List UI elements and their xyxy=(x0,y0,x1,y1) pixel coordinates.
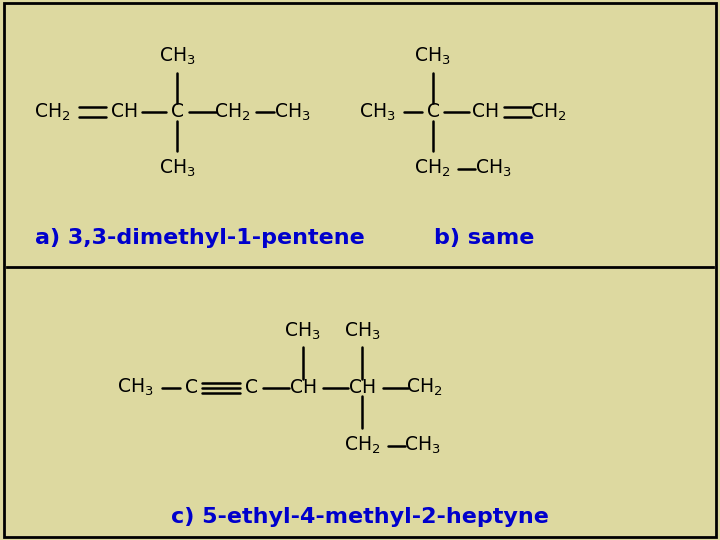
Text: $\mathregular{CH_2}$: $\mathregular{CH_2}$ xyxy=(531,102,567,123)
Text: $\mathregular{CH_3}$: $\mathregular{CH_3}$ xyxy=(414,46,451,67)
Text: $\mathregular{CH_2}$: $\mathregular{CH_2}$ xyxy=(214,102,251,123)
Text: $\mathregular{CH}$: $\mathregular{CH}$ xyxy=(289,378,316,397)
Text: $\mathregular{CH_3}$: $\mathregular{CH_3}$ xyxy=(284,320,321,342)
Text: $\mathregular{CH_3}$: $\mathregular{CH_3}$ xyxy=(359,102,395,123)
Text: $\mathregular{C}$: $\mathregular{C}$ xyxy=(426,103,440,122)
Text: $\mathregular{C}$: $\mathregular{C}$ xyxy=(170,103,184,122)
Text: b) same: b) same xyxy=(434,228,535,248)
Text: c) 5-ethyl-4-methyl-2-heptyne: c) 5-ethyl-4-methyl-2-heptyne xyxy=(171,507,549,526)
Text: $\mathregular{CH}$: $\mathregular{CH}$ xyxy=(110,103,138,122)
Text: $\mathregular{CH_3}$: $\mathregular{CH_3}$ xyxy=(343,320,380,342)
Text: $\mathregular{CH_3}$: $\mathregular{CH_3}$ xyxy=(475,158,512,179)
Text: $\mathregular{C}$: $\mathregular{C}$ xyxy=(245,378,258,397)
Text: $\mathregular{CH_2}$: $\mathregular{CH_2}$ xyxy=(344,435,380,456)
Text: a) 3,3-dimethyl-1-pentene: a) 3,3-dimethyl-1-pentene xyxy=(35,228,365,248)
Text: $\mathregular{C}$: $\mathregular{C}$ xyxy=(184,378,198,397)
Text: $\mathregular{CH_2}$: $\mathregular{CH_2}$ xyxy=(34,102,71,123)
Text: $\mathregular{CH}$: $\mathregular{CH}$ xyxy=(348,378,376,397)
Text: $\mathregular{CH_3}$: $\mathregular{CH_3}$ xyxy=(274,102,310,123)
Text: $\mathregular{CH_3}$: $\mathregular{CH_3}$ xyxy=(404,435,441,456)
Text: $\mathregular{CH_2}$: $\mathregular{CH_2}$ xyxy=(414,158,451,179)
Text: $\mathregular{CH}$: $\mathregular{CH}$ xyxy=(471,103,498,122)
Text: $\mathregular{CH_3}$: $\mathregular{CH_3}$ xyxy=(158,46,195,67)
Text: $\mathregular{CH_3}$: $\mathregular{CH_3}$ xyxy=(158,158,195,179)
Text: $\mathregular{CH_2}$: $\mathregular{CH_2}$ xyxy=(406,377,443,398)
Text: $\mathregular{CH_3}$: $\mathregular{CH_3}$ xyxy=(117,377,153,398)
